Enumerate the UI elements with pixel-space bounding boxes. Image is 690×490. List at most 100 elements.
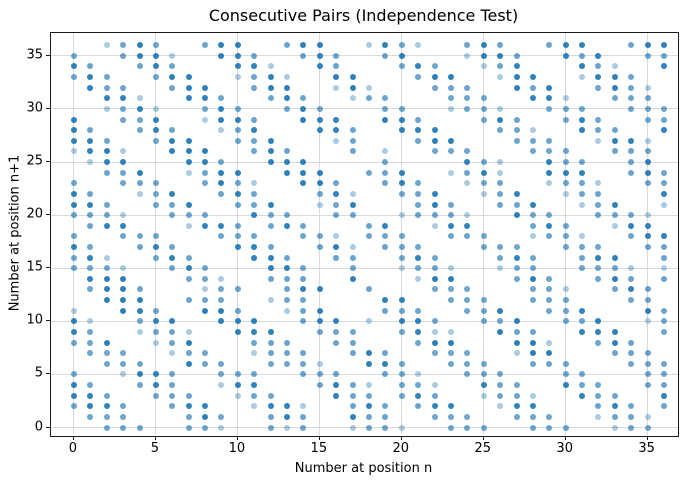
scatter-point <box>169 350 176 357</box>
scatter-point <box>628 222 635 229</box>
y-tick-mark <box>46 54 50 56</box>
scatter-point <box>234 169 241 176</box>
scatter-point <box>267 74 274 81</box>
scatter-point <box>349 201 356 208</box>
scatter-point <box>202 307 209 314</box>
scatter-point <box>464 350 471 357</box>
scatter-point <box>464 148 471 155</box>
scatter-point <box>529 286 536 293</box>
scatter-point <box>267 360 274 367</box>
scatter-point <box>152 116 159 123</box>
scatter-point <box>464 413 471 420</box>
scatter-point <box>87 222 94 229</box>
scatter-point <box>661 116 668 123</box>
scatter-point <box>267 63 274 70</box>
scatter-point <box>366 392 372 399</box>
scatter-point <box>628 212 635 219</box>
scatter-point <box>579 382 586 389</box>
scatter-point <box>185 201 192 208</box>
scatter-point <box>595 339 602 346</box>
scatter-point <box>136 328 143 335</box>
scatter-point <box>120 424 127 431</box>
grid-line-horizontal <box>51 427 678 428</box>
scatter-point <box>628 137 635 144</box>
scatter-point <box>267 297 274 304</box>
scatter-point <box>103 297 110 304</box>
scatter-point <box>513 116 520 123</box>
scatter-point <box>513 84 520 91</box>
scatter-point <box>464 169 471 176</box>
scatter-point <box>218 307 225 314</box>
scatter-point <box>103 84 110 91</box>
scatter-point <box>579 180 586 187</box>
scatter-point <box>611 403 618 410</box>
scatter-point <box>70 339 77 346</box>
x-tick-mark <box>400 436 402 440</box>
scatter-point <box>529 222 536 229</box>
scatter-point <box>415 180 422 187</box>
scatter-point <box>464 233 471 240</box>
scatter-point <box>169 63 176 70</box>
scatter-point <box>185 169 192 176</box>
scatter-point <box>661 307 668 314</box>
scatter-point <box>70 392 77 399</box>
scatter-point <box>497 159 504 166</box>
scatter-point <box>628 233 635 240</box>
scatter-point <box>644 169 651 176</box>
scatter-point <box>661 42 668 49</box>
scatter-point <box>562 159 569 166</box>
scatter-point <box>611 212 618 219</box>
grid-line-horizontal <box>51 373 678 375</box>
scatter-point <box>120 105 127 112</box>
scatter-point <box>513 212 520 219</box>
scatter-point <box>218 275 225 282</box>
x-tick-label: 35 <box>638 441 655 456</box>
scatter-point <box>316 127 323 134</box>
scatter-point <box>300 297 307 304</box>
scatter-point <box>546 180 553 187</box>
scatter-point <box>333 74 340 81</box>
scatter-point <box>234 222 241 229</box>
scatter-point <box>431 222 438 229</box>
scatter-point <box>202 180 209 187</box>
scatter-point <box>497 169 504 176</box>
scatter-point <box>661 201 668 208</box>
scatter-point <box>218 180 225 187</box>
scatter-point <box>366 382 372 389</box>
scatter-point <box>628 424 635 431</box>
scatter-point <box>595 403 602 410</box>
scatter-point <box>431 148 438 155</box>
scatter-point <box>611 74 618 81</box>
scatter-point <box>333 63 340 70</box>
scatter-point <box>300 265 307 272</box>
scatter-point <box>480 105 487 112</box>
grid-line-horizontal <box>51 55 678 57</box>
scatter-point <box>185 328 192 335</box>
scatter-point <box>546 286 553 293</box>
scatter-point <box>431 190 438 197</box>
scatter-point <box>644 222 651 229</box>
scatter-point <box>120 403 127 410</box>
x-tick-label: 5 <box>150 441 160 456</box>
scatter-point <box>120 159 127 166</box>
scatter-point <box>267 265 274 272</box>
scatter-point <box>644 137 651 144</box>
scatter-point <box>562 382 569 389</box>
y-axis-label: Number at position n+1 <box>7 154 23 312</box>
scatter-point <box>333 190 340 197</box>
scatter-point <box>546 169 553 176</box>
scatter-point <box>366 286 372 293</box>
scatter-point <box>267 95 274 102</box>
scatter-point <box>431 275 438 282</box>
scatter-point <box>415 137 422 144</box>
scatter-point <box>398 328 405 335</box>
scatter-point <box>513 382 520 389</box>
scatter-point <box>644 413 651 420</box>
scatter-point <box>398 318 405 325</box>
scatter-point <box>595 63 602 70</box>
scatter-point <box>661 265 668 272</box>
x-tick-mark <box>236 436 238 440</box>
scatter-point <box>70 137 77 144</box>
scatter-point <box>103 212 110 219</box>
scatter-point <box>300 275 307 282</box>
